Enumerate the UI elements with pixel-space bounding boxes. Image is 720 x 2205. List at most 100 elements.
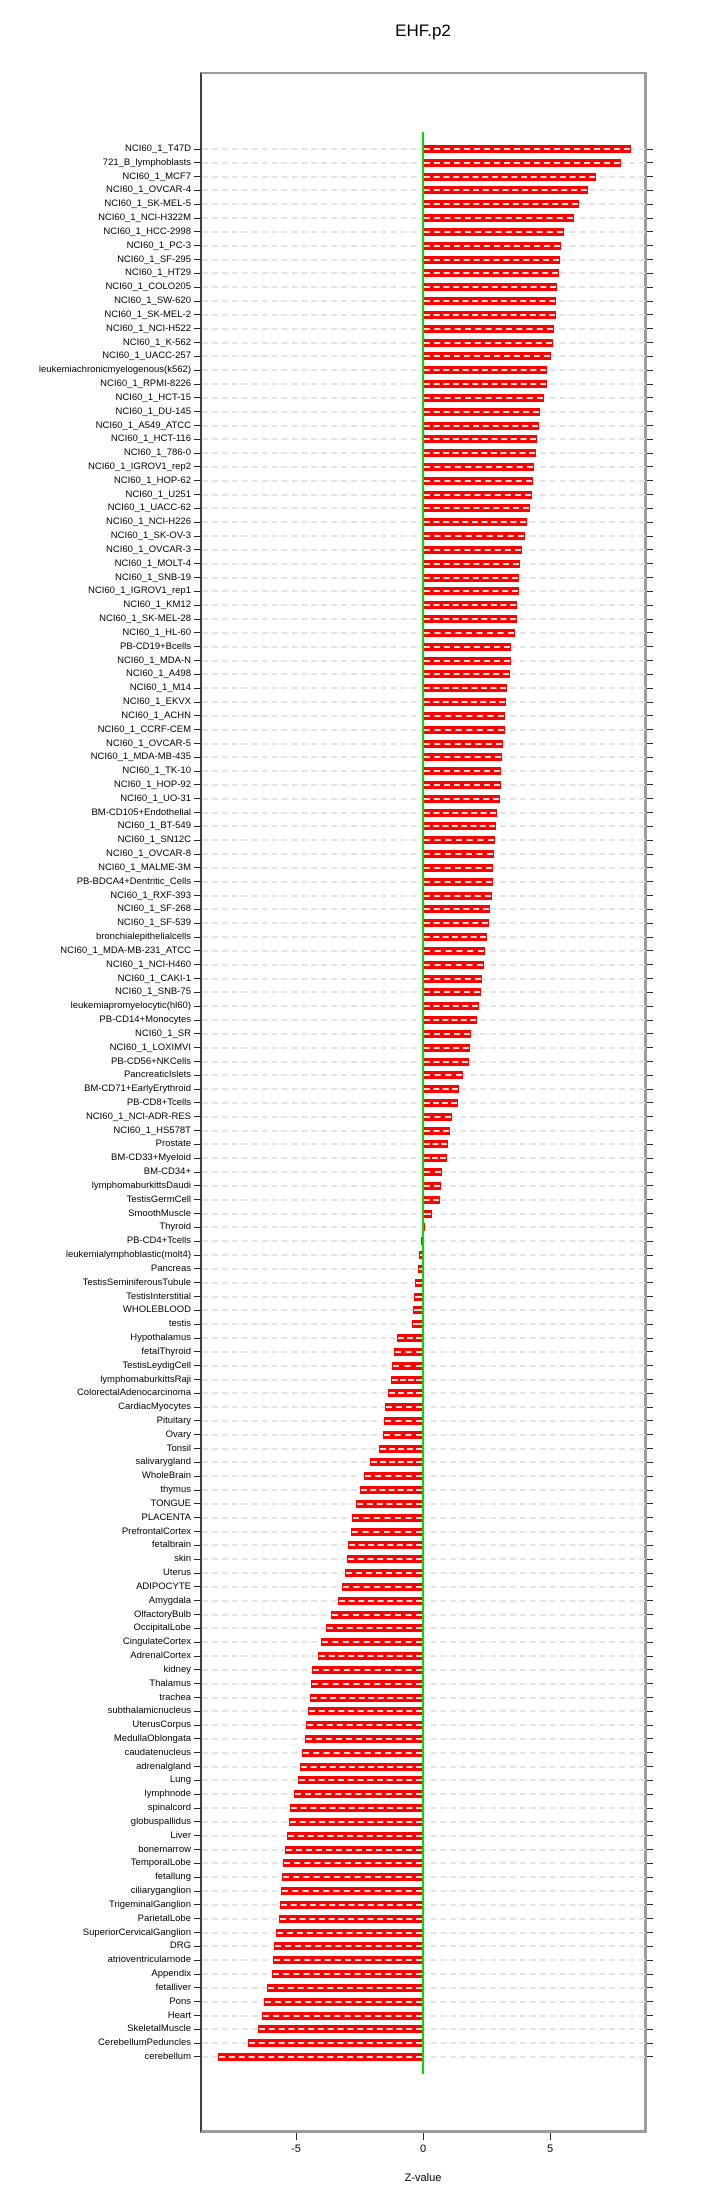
y-axis-tick-right: [647, 1517, 653, 1519]
y-axis-tick-left: [194, 770, 200, 772]
y-axis-tick-right: [647, 646, 653, 648]
bar-grid-dash: [424, 1212, 431, 1215]
bar-grid-dash: [331, 1613, 422, 1616]
y-axis-tick-left: [194, 355, 200, 357]
bar: [423, 158, 622, 167]
y-axis-tick-left: [194, 1365, 200, 1367]
bar: [294, 1790, 423, 1799]
bar-grid-dash: [424, 618, 516, 621]
y-axis-tick-right: [647, 1779, 653, 1781]
bar-grid-dash: [268, 1986, 422, 1989]
y-axis-tick-left: [194, 632, 200, 634]
y-axis-tick-left: [194, 549, 200, 551]
y-axis-tick-right: [647, 1655, 653, 1657]
y-axis-tick-right: [647, 383, 653, 385]
category-label: NCI60_1_CCRF-CEM: [97, 723, 191, 735]
y-axis-tick-left: [194, 1392, 200, 1394]
category-label: NCI60_1_NCI-ADR-RES: [85, 1110, 191, 1122]
y-axis-tick-left: [194, 1475, 200, 1477]
category-label: lymphomaburkittsRaji: [100, 1373, 191, 1385]
category-label: spinalcord: [147, 1802, 191, 1814]
bar-grid-dash: [424, 756, 501, 759]
category-label: bronchialepithelialcells: [95, 931, 191, 943]
y-axis-tick-left: [194, 2015, 200, 2016]
category-label: SmoothMuscle: [128, 1207, 191, 1219]
category-label: BM-CD34+: [143, 1166, 191, 1178]
bar: [418, 1264, 423, 1273]
y-axis-tick-left: [194, 369, 200, 371]
y-axis-tick-left: [194, 411, 200, 413]
bar-grid-dash: [424, 369, 547, 372]
category-label: NCI60_1_HS578T: [113, 1124, 191, 1136]
y-axis-tick-left: [194, 1835, 200, 1837]
category-label: cerebellum: [144, 2050, 191, 2062]
y-axis-tick-left: [194, 743, 200, 745]
y-axis-tick-left: [194, 1033, 200, 1035]
y-axis-tick-right: [647, 1890, 653, 1892]
y-axis-tick-left: [194, 715, 200, 717]
y-axis-tick-left: [194, 825, 200, 827]
y-axis-tick-left: [194, 1558, 200, 1560]
y-axis-tick-right: [647, 936, 653, 938]
bar: [325, 1624, 423, 1633]
y-axis-tick-left: [194, 189, 200, 191]
y-axis-tick-right: [647, 1862, 653, 1864]
bar: [419, 1251, 423, 1260]
bar-grid-dash: [424, 908, 489, 911]
category-label: NCI60_1_MDA-MB-231_ATCC: [60, 944, 191, 956]
bar-grid-dash: [424, 866, 493, 869]
bar: [279, 1914, 423, 1923]
category-label: OccipitalLobe: [133, 1622, 191, 1634]
bar: [345, 1569, 423, 1578]
y-axis-tick-right: [647, 300, 653, 302]
category-label: NCI60_1_SK-MEL-2: [104, 308, 191, 320]
y-axis-tick-right: [647, 881, 653, 883]
bar: [297, 1776, 423, 1785]
bar: [423, 283, 558, 292]
y-axis-tick-right: [647, 1876, 653, 1878]
category-label: Appendix: [151, 1968, 191, 1980]
bar-grid-dash: [365, 1475, 422, 1478]
bar: [307, 1707, 423, 1716]
x-axis-title: Z-value: [404, 2172, 442, 2184]
bar: [302, 1748, 423, 1757]
y-axis-tick-left: [194, 978, 200, 980]
y-axis-tick-left: [194, 1600, 200, 1602]
bar-grid-dash: [424, 493, 531, 496]
category-label: Uterus: [163, 1567, 191, 1579]
bar: [423, 241, 562, 250]
category-label: fetalThyroid: [141, 1345, 191, 1357]
bar: [352, 1513, 423, 1522]
bar: [364, 1472, 423, 1481]
y-axis-tick-right: [647, 991, 653, 993]
y-axis-tick-left: [194, 1738, 200, 1740]
bar-grid-dash: [352, 1530, 422, 1533]
bar: [423, 698, 507, 707]
category-label: NCI60_1_IGROV1_rep1: [88, 585, 191, 597]
y-axis-tick-right: [647, 950, 653, 952]
y-axis-tick-right: [647, 743, 653, 745]
bar-grid-dash: [424, 1046, 470, 1049]
y-axis-tick-right: [647, 1558, 653, 1560]
category-label: Pons: [169, 1995, 191, 2007]
bar-grid-dash: [424, 1157, 447, 1160]
category-label: NCI60_1_U251: [125, 488, 192, 500]
bar-grid-dash: [312, 1668, 422, 1671]
category-label: ColorectalAdenocarcinoma: [76, 1387, 191, 1399]
category-label: UterusCorpus: [132, 1719, 191, 1731]
y-axis-tick-right: [647, 1904, 653, 1906]
category-label: DRG: [169, 1940, 191, 1952]
bar-grid-dash: [424, 728, 504, 731]
y-axis-tick-right: [647, 189, 653, 191]
bar: [423, 891, 492, 900]
y-axis-tick-left: [194, 922, 200, 924]
bar-grid-dash: [424, 562, 519, 565]
category-label: kidney: [163, 1663, 191, 1675]
bar-grid-dash: [284, 1862, 422, 1865]
y-axis-tick-left: [194, 1130, 200, 1132]
y-axis-tick-left: [194, 1296, 200, 1298]
category-label: thymus: [160, 1484, 191, 1496]
y-axis-tick-left: [194, 1061, 200, 1063]
bar: [384, 1416, 423, 1425]
y-axis-tick-right: [647, 1005, 653, 1007]
